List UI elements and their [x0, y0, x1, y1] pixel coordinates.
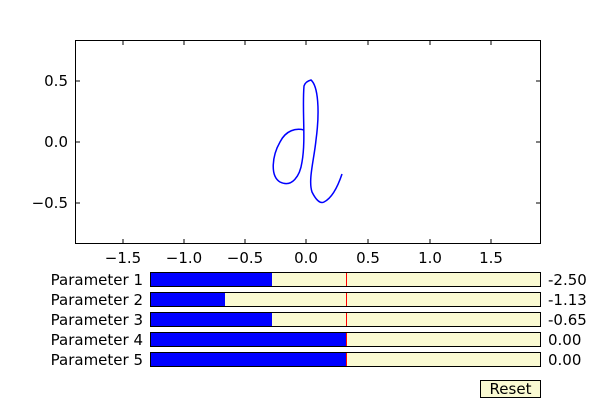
x-tick-label: 1.5 [479, 249, 503, 267]
slider-initial-marker [346, 353, 347, 366]
slider-row-parameter-1: Parameter 1 -2.50 [0, 270, 600, 290]
slider-label: Parameter 5 [50, 351, 143, 369]
slider-initial-marker [346, 313, 347, 326]
x-tick-label: 0.5 [356, 249, 380, 267]
x-tick-label: −1.0 [166, 249, 202, 267]
slider-value: -0.65 [548, 311, 587, 329]
slider-fill [151, 353, 347, 366]
slider-row-parameter-4: Parameter 4 0.00 [0, 330, 600, 350]
slider-row-parameter-3: Parameter 3 -0.65 [0, 310, 600, 330]
slider-fill [151, 333, 347, 346]
slider-parameter-1[interactable] [150, 272, 541, 287]
plot-axes: −1.5 −1.0 −0.5 0.0 0.5 1.0 1.5 0.5 0.0 −0.5 [32, 40, 541, 267]
y-tick-label: −0.5 [32, 194, 68, 212]
slider-initial-marker [346, 273, 347, 286]
plot-area [75, 40, 541, 244]
slider-label: Parameter 3 [50, 311, 143, 329]
slider-row-parameter-5: Parameter 5 0.00 [0, 350, 600, 370]
slider-value: 0.00 [548, 331, 582, 349]
slider-label: Parameter 4 [50, 331, 143, 349]
slider-parameter-5[interactable] [150, 352, 541, 367]
x-tick-label: −0.5 [227, 249, 263, 267]
slider-fill [151, 273, 272, 286]
slider-fill [151, 293, 225, 306]
y-tick-label: 0.0 [44, 133, 68, 151]
slider-value: -2.50 [548, 271, 587, 289]
slider-parameter-4[interactable] [150, 332, 541, 347]
slider-fill [151, 313, 272, 326]
slider-initial-marker [346, 293, 347, 306]
y-tick-label: 0.5 [44, 72, 68, 90]
slider-parameter-2[interactable] [150, 292, 541, 307]
slider-value: 0.00 [548, 351, 582, 369]
slider-value: -1.13 [548, 291, 587, 309]
slider-label: Parameter 1 [50, 271, 143, 289]
slider-initial-marker [346, 333, 347, 346]
parametric-curve [272, 79, 343, 204]
slider-row-parameter-2: Parameter 2 -1.13 [0, 290, 600, 310]
x-tick-label: 1.0 [418, 249, 442, 267]
slider-parameter-3[interactable] [150, 312, 541, 327]
reset-button[interactable]: Reset [480, 380, 541, 398]
x-tick-label: 0.0 [294, 249, 318, 267]
slider-label: Parameter 2 [50, 291, 143, 309]
x-tick-label: −1.5 [105, 249, 141, 267]
